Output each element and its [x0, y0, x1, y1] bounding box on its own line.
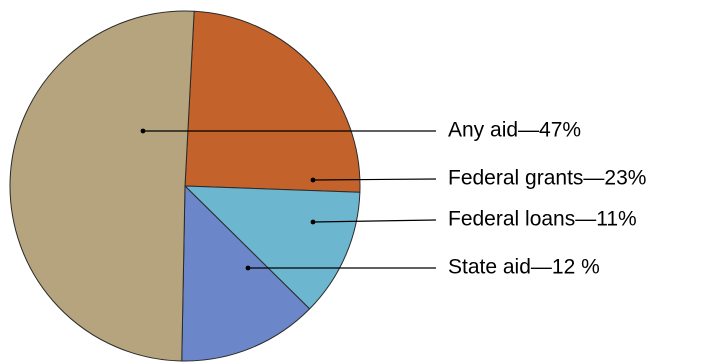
pie-slice-4	[181, 185, 311, 362]
leader-dot-1	[140, 128, 146, 134]
slice-label-4: State aid—12 %	[448, 256, 600, 279]
leader-lines	[140, 128, 437, 271]
leader-line-2	[312, 178, 437, 181]
pie-slice-2	[184, 10, 361, 193]
pie-slice-1	[9, 10, 195, 362]
slice-label-2: Federal grants—23%	[448, 167, 646, 190]
leader-line-3	[312, 219, 437, 223]
slice-labels: Any aid—47% Federal grants—23% Federal loa…	[448, 119, 646, 279]
slice-label-1: Any aid—47%	[448, 119, 581, 142]
leader-dot-2	[310, 177, 316, 183]
slice-label-3: Federal loans—11%	[448, 208, 637, 231]
leader-dot-4	[245, 265, 251, 271]
leader-dot-3	[310, 219, 316, 225]
pie-slice-3	[184, 185, 361, 310]
pie-slices	[9, 10, 361, 362]
